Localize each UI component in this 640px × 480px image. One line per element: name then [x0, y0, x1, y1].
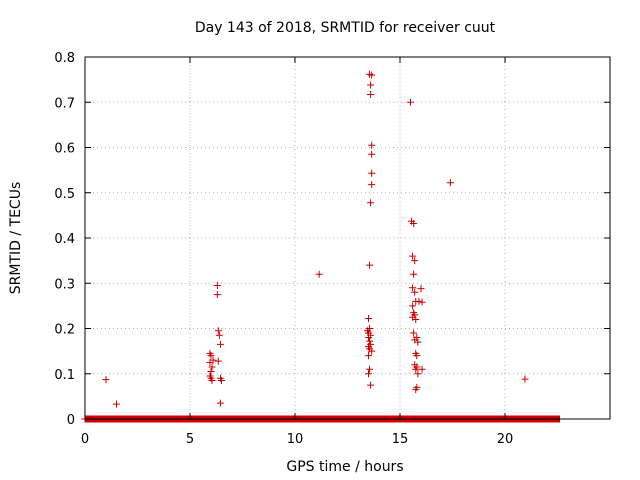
data-point — [208, 363, 216, 371]
data-point — [366, 365, 374, 373]
data-point — [410, 270, 418, 278]
data-point — [368, 181, 376, 189]
data-point — [407, 98, 414, 106]
data-point — [368, 141, 376, 149]
data-point — [216, 399, 224, 407]
data-point — [368, 71, 376, 79]
x-tick-label: 15 — [392, 432, 409, 447]
x-tick-label: 0 — [81, 432, 89, 447]
y-tick-label: 0.1 — [54, 368, 75, 383]
data-point — [366, 261, 374, 269]
data-point — [209, 356, 217, 364]
data-point — [216, 340, 224, 348]
data-point — [409, 252, 417, 260]
data-point — [218, 377, 225, 385]
y-tick-label: 0.4 — [54, 232, 75, 247]
chart-title: Day 143 of 2018, SRMTID for receiver cuu… — [195, 20, 496, 36]
data-point — [215, 331, 223, 339]
data-point — [207, 367, 215, 375]
data-point — [418, 298, 426, 306]
y-axis-label: SRMTID / TECUs — [8, 182, 24, 295]
x-tick-label: 5 — [186, 432, 194, 447]
data-point — [367, 91, 375, 99]
data-points — [102, 70, 529, 408]
y-tick-label: 0 — [67, 413, 75, 428]
data-point — [207, 352, 215, 360]
data-point — [213, 282, 221, 290]
plot-frame — [84, 56, 611, 420]
x-tick-label: 20 — [497, 432, 514, 447]
data-point — [412, 315, 420, 323]
data-point — [365, 315, 372, 323]
data-point — [411, 257, 419, 265]
grid-lines — [85, 57, 610, 419]
data-point — [368, 347, 376, 355]
data-point — [415, 297, 423, 305]
axis-ticks: 0 0.1 0.2 0.3 0.4 0.5 0.6 0.7 0.8 0 5 10 15 20 — [54, 51, 610, 447]
data-point — [214, 357, 222, 365]
y-tick-label: 0.8 — [54, 51, 75, 66]
data-point — [412, 365, 420, 373]
data-point — [207, 374, 215, 382]
data-point — [413, 352, 421, 360]
y-tick-label: 0.6 — [54, 142, 75, 157]
data-point — [368, 150, 376, 158]
y-tick-label: 0.3 — [54, 277, 75, 292]
data-point — [365, 352, 372, 360]
data-point — [409, 302, 417, 310]
data-point — [365, 334, 372, 342]
data-point — [367, 199, 375, 207]
data-point — [414, 370, 422, 378]
data-point — [409, 284, 417, 292]
data-point — [412, 386, 420, 394]
data-point — [368, 169, 376, 177]
x-tick-label: 10 — [287, 432, 304, 447]
data-point — [367, 81, 375, 89]
x-axis-label: GPS time / hours — [286, 459, 403, 475]
data-point — [521, 375, 529, 383]
data-point — [411, 288, 419, 296]
data-point — [410, 329, 418, 337]
data-point — [213, 291, 221, 299]
y-tick-label: 0.7 — [54, 96, 75, 111]
data-point — [417, 285, 425, 293]
data-point — [214, 327, 222, 335]
data-point — [414, 338, 422, 346]
y-tick-label: 0.2 — [54, 323, 75, 338]
data-point — [366, 337, 374, 345]
data-point — [365, 370, 372, 378]
data-point — [367, 381, 375, 389]
data-point — [113, 400, 120, 408]
data-point — [418, 365, 426, 373]
data-point — [410, 220, 418, 228]
y-tick-label: 0.5 — [54, 187, 75, 202]
data-point — [102, 376, 110, 384]
data-point — [315, 270, 323, 278]
data-point — [446, 179, 454, 187]
